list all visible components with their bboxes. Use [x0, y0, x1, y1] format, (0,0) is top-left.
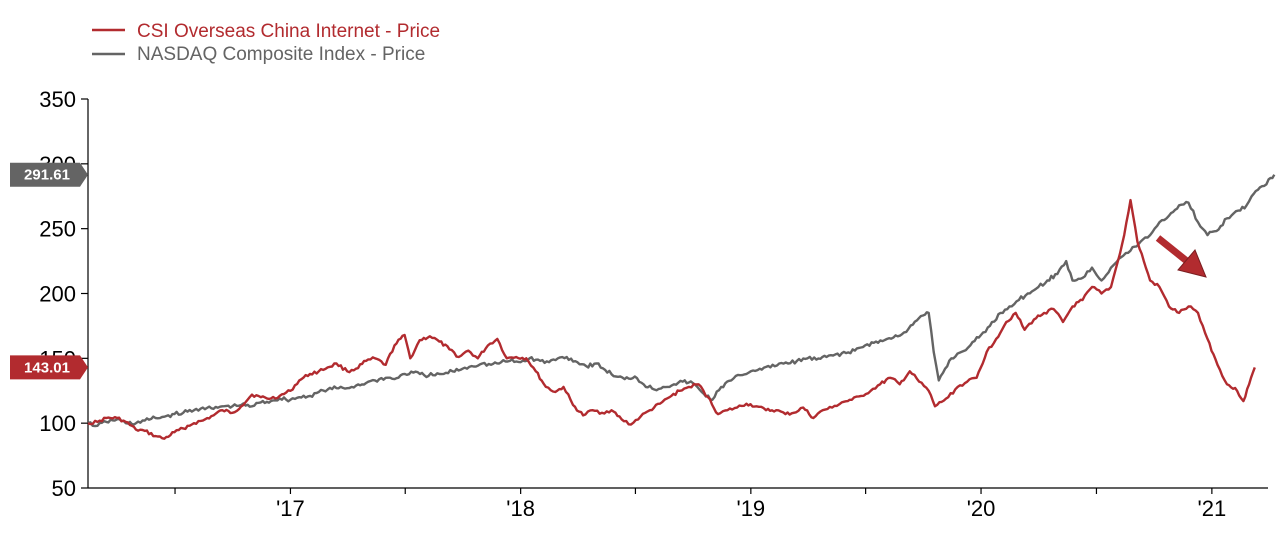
y-tick-label: 350: [39, 87, 76, 112]
end-value-label-csi: 143.01: [24, 359, 70, 376]
y-tick-label: 100: [39, 411, 76, 436]
y-axis: 50100150200250300350: [39, 87, 89, 501]
x-tick-label: '19: [737, 496, 766, 521]
legend: CSI Overseas China Internet - Price NASD…: [92, 21, 440, 65]
end-value-label-nasdaq: 291.61: [24, 167, 70, 184]
y-tick-label: 250: [39, 217, 76, 242]
legend-label-nasdaq: NASDAQ Composite Index - Price: [137, 44, 425, 65]
x-tick-label: '21: [1198, 496, 1227, 521]
series-line-csi: [87, 198, 1256, 440]
series-layer: [87, 174, 1276, 440]
x-axis: '17 '18 '19 '20 '21: [88, 487, 1268, 521]
y-tick-label: 50: [52, 476, 76, 501]
x-tick-label: '20: [967, 496, 996, 521]
down-arrow-icon: [1155, 235, 1207, 278]
series-line-nasdaq: [87, 174, 1276, 428]
legend-label-csi: CSI Overseas China Internet - Price: [137, 21, 440, 42]
end-labels: 143.01 291.61: [10, 162, 88, 380]
y-tick-label: 200: [39, 282, 76, 307]
x-tick-label: '18: [506, 496, 535, 521]
end-value-tag-nasdaq: [10, 162, 88, 187]
x-tick-label: '17: [276, 496, 305, 521]
end-value-tag-csi: [10, 355, 88, 380]
